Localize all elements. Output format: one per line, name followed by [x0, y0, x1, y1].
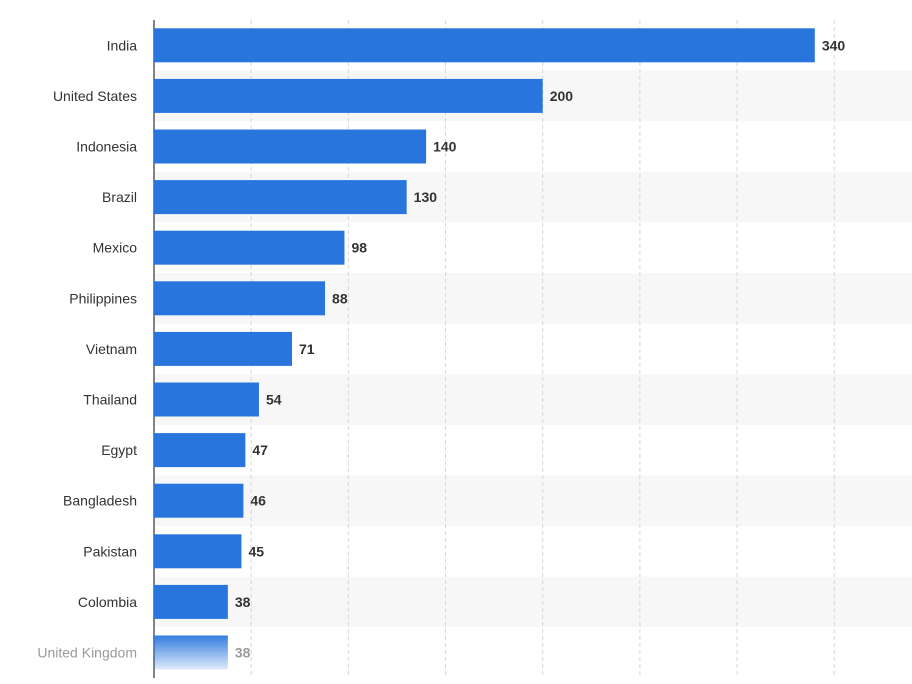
category-label: Bangladesh	[63, 493, 137, 509]
bar[interactable]	[154, 635, 228, 670]
value-label: 71	[299, 341, 315, 357]
value-label: 88	[332, 290, 348, 306]
bar[interactable]	[154, 28, 815, 63]
value-label: 200	[550, 88, 574, 104]
category-labels: India United States Indonesia Brazil Mexico P…	[37, 37, 137, 660]
bar[interactable]	[154, 331, 292, 366]
value-label: 54	[266, 392, 282, 408]
category-label: United Kingdom	[37, 645, 137, 661]
bar[interactable]	[154, 78, 543, 113]
value-label: 98	[351, 240, 367, 256]
category-label: Pakistan	[83, 543, 137, 559]
category-label: Mexico	[93, 240, 138, 256]
category-label: Thailand	[83, 392, 137, 408]
value-label: 340	[822, 37, 846, 53]
value-label: 45	[248, 543, 264, 559]
value-label: 38	[235, 594, 251, 610]
category-label: Philippines	[69, 290, 137, 306]
value-labels: 340 200 140 130 98 88 71 54 47 46 45 38 38	[235, 37, 846, 660]
category-label: Egypt	[101, 442, 137, 458]
row-stripes	[154, 70, 912, 628]
category-label: India	[107, 37, 138, 53]
value-label: 38	[235, 645, 251, 661]
value-label: 47	[252, 442, 268, 458]
category-label: Brazil	[102, 189, 137, 205]
row-stripe	[154, 374, 912, 425]
bar[interactable]	[154, 281, 326, 316]
category-label: Vietnam	[86, 341, 137, 357]
row-stripe	[154, 475, 912, 526]
value-label: 130	[414, 189, 438, 205]
bar[interactable]	[154, 584, 228, 619]
bar[interactable]	[154, 230, 345, 265]
bar[interactable]	[154, 382, 259, 417]
row-stripe	[154, 576, 912, 628]
bar[interactable]	[154, 483, 244, 518]
bar[interactable]	[154, 129, 427, 164]
bar[interactable]	[154, 534, 242, 569]
category-label: Indonesia	[76, 139, 137, 155]
category-label: United States	[53, 88, 137, 104]
category-label: Colombia	[78, 594, 137, 610]
bar[interactable]	[154, 180, 407, 215]
bars	[154, 28, 815, 670]
value-label: 140	[433, 139, 457, 155]
bar[interactable]	[154, 433, 246, 468]
value-label: 46	[250, 493, 266, 509]
